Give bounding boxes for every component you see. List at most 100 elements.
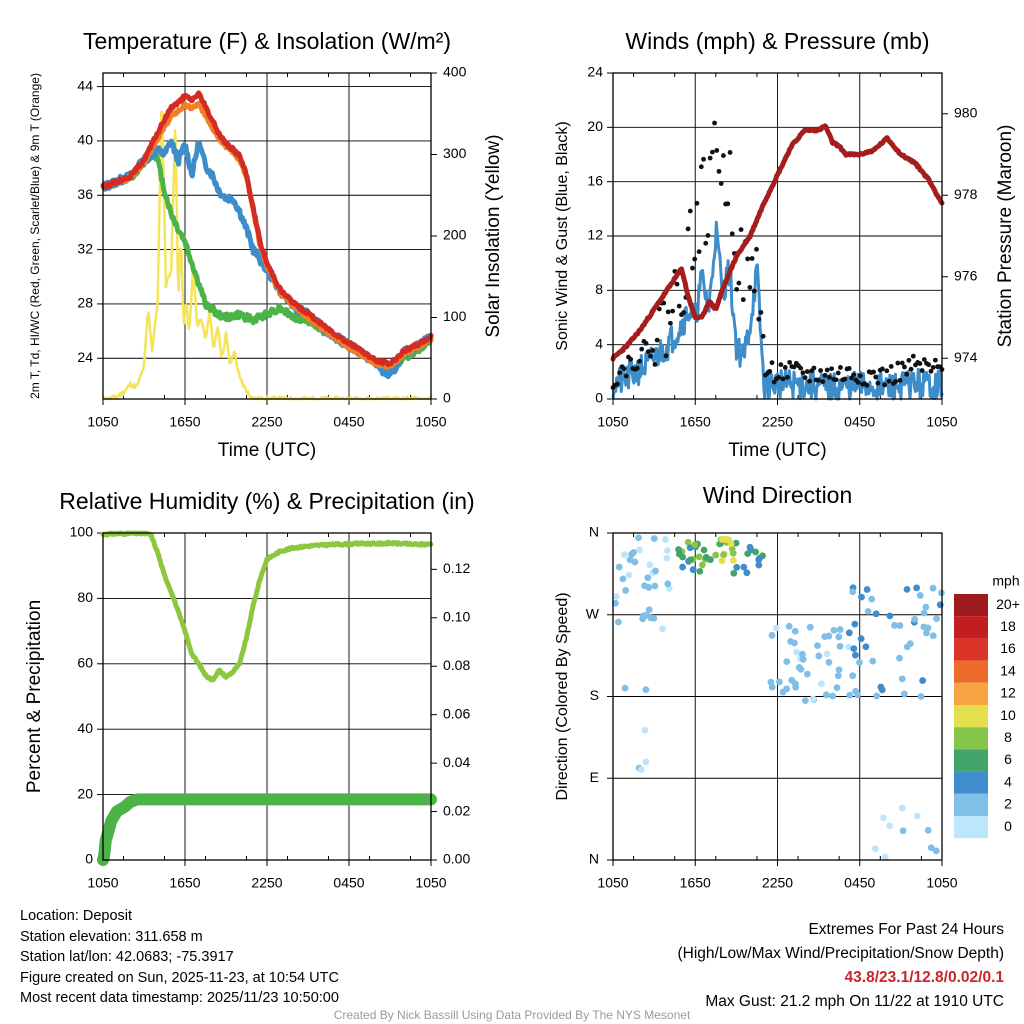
direction-point (898, 804, 906, 812)
direction-point (793, 648, 800, 656)
direction-point (707, 556, 714, 564)
figure-created: Figure created on Sun, 2025-11-23, at 10… (20, 969, 339, 986)
direction-point (644, 574, 652, 582)
gust-point (652, 361, 658, 367)
direction-point (755, 561, 763, 569)
legend-label: 18 (1000, 618, 1016, 634)
y2-tick-label: 0.12 (443, 560, 470, 576)
gust-point (621, 366, 627, 372)
gust-point (721, 153, 726, 158)
direction-point (712, 551, 720, 559)
gust-point (904, 371, 910, 377)
direction-point (698, 561, 706, 569)
x-tick-label: 1650 (169, 875, 200, 891)
legend-label: 4 (1004, 773, 1012, 789)
direction-point (767, 678, 775, 686)
direction-point (772, 624, 780, 632)
direction-point (695, 553, 703, 561)
y2-tick-label: 980 (954, 104, 978, 120)
direction-point (661, 536, 669, 543)
gust-point (822, 372, 828, 378)
direction-point (612, 599, 619, 607)
y-axis-label: 2m T, Td, HI/WC (Red, Green, Scarlet/Blu… (28, 73, 42, 399)
gust-point (932, 357, 938, 363)
gust-point (729, 231, 735, 237)
y-tick-label: 8 (595, 281, 603, 297)
direction-point (868, 595, 876, 603)
direction-point (621, 551, 628, 558)
direction-point (768, 631, 776, 639)
direction-point (896, 622, 904, 629)
legend-swatch (954, 594, 988, 617)
direction-point (924, 826, 932, 834)
direction-point (641, 582, 648, 590)
direction-point (625, 571, 633, 579)
direction-point (825, 658, 833, 666)
y-tick-label: 0 (85, 851, 93, 867)
gust-point (899, 360, 905, 366)
direction-point (814, 642, 821, 650)
gust-point (701, 156, 706, 162)
chart-title: Winds (mph) & Pressure (mb) (625, 28, 929, 54)
direction-point (835, 666, 843, 674)
legend-swatch (954, 660, 988, 683)
gust-point (665, 309, 671, 315)
direction-point (675, 546, 682, 553)
gust-point (740, 297, 746, 303)
direction-point (700, 546, 708, 554)
y2-tick-label: 0.06 (443, 705, 470, 721)
direction-point (818, 680, 825, 688)
gust-point (634, 365, 640, 371)
direction-point (664, 580, 672, 588)
gust-point (846, 366, 852, 371)
legend-swatch (954, 771, 988, 794)
gust-point (747, 285, 753, 290)
recent-timestamp: Most recent data timestamp: 2025/11/23 1… (20, 990, 339, 1006)
direction-point (743, 569, 751, 577)
gust-point (751, 288, 757, 294)
gust-point (716, 168, 722, 174)
gust-point (754, 246, 759, 252)
gust-point (855, 379, 861, 385)
direction-point (850, 645, 858, 653)
direction-point (864, 607, 872, 615)
y-tick-label: 32 (77, 240, 93, 256)
y-tick-label: 40 (77, 132, 93, 148)
gust-point (833, 377, 839, 383)
direction-point (733, 563, 741, 571)
direction-point (785, 622, 793, 630)
x-tick-label: 0450 (844, 414, 875, 430)
gust-point (727, 150, 733, 155)
gust-point (767, 368, 773, 374)
station-location: Location: Deposit (20, 908, 133, 924)
y-tick-label: 24 (77, 349, 93, 365)
gust-point (926, 362, 932, 368)
gust-point (654, 337, 660, 343)
station-latlon: Station lat/lon: 42.0683; -75.3917 (20, 949, 234, 965)
gust-point (906, 357, 912, 363)
gust-point (650, 348, 656, 353)
gust-point (639, 346, 645, 352)
extremes-values: 43.8/23.1/12.8/0.02/0.1 (844, 969, 1004, 986)
gust-point (778, 362, 784, 368)
direction-point (822, 691, 830, 699)
gust-point (829, 366, 834, 372)
gust-point (826, 374, 832, 380)
gust-point (758, 309, 764, 315)
direction-point (689, 566, 697, 574)
direction-point (932, 847, 940, 855)
direction-point (730, 569, 738, 577)
x-tick-label: 0450 (333, 875, 364, 891)
credit-line: Created By Nick Bassill Using Data Provi… (333, 1008, 691, 1022)
direction-point (615, 618, 622, 626)
gust-point (617, 370, 623, 376)
legend-label: 14 (1000, 662, 1016, 678)
gust-point (908, 366, 914, 372)
y-tick-label: N (589, 524, 599, 540)
direction-point (636, 546, 643, 554)
direction-point (836, 626, 844, 633)
gust-point (676, 303, 682, 309)
direction-point (684, 538, 692, 546)
y2-tick-label: 976 (954, 267, 978, 283)
